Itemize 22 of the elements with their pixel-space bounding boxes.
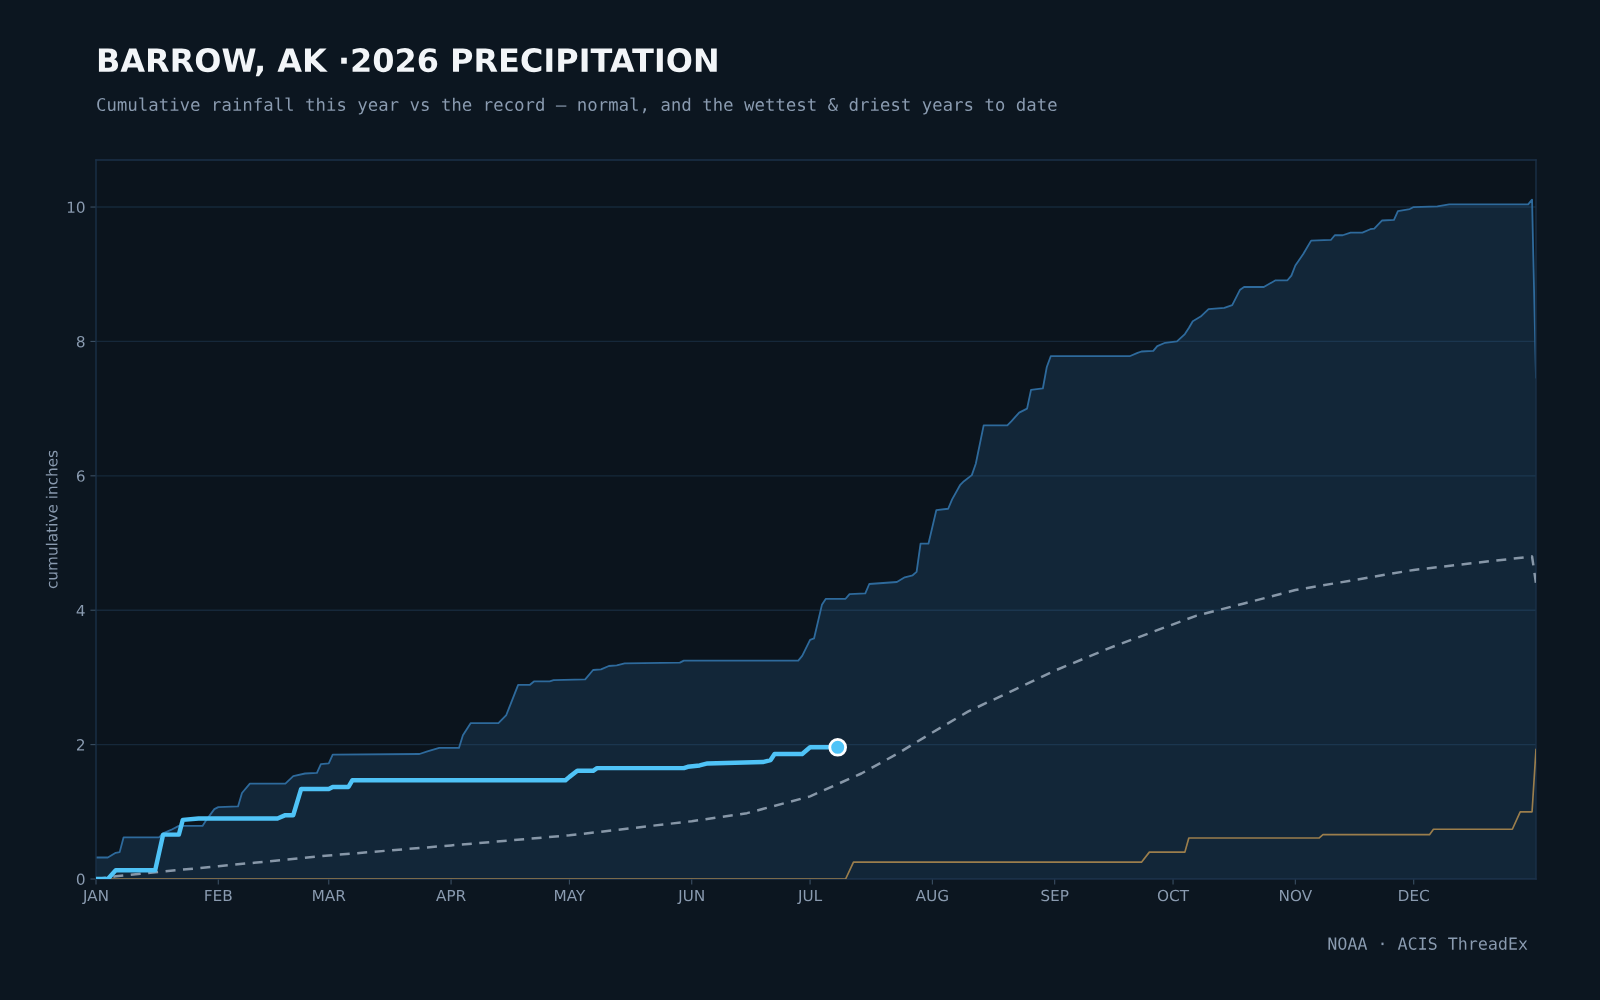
y-tick-label: 0 <box>76 873 85 886</box>
x-tick-label: MAR <box>313 889 346 902</box>
x-tick-label: JUN <box>677 889 704 905</box>
x-tick-label: JUL <box>797 889 823 905</box>
y-axis-title: cumulative inches <box>45 450 58 589</box>
x-tick-label: OCT <box>1157 889 1190 902</box>
x-tick-label: MAY <box>555 889 586 902</box>
y-tick-label: 6 <box>76 470 85 482</box>
y-tick-label: 10 <box>67 201 85 214</box>
x-tick-label: APR <box>436 889 466 902</box>
x-tick-label: NOV <box>1280 889 1313 902</box>
x-tick-label: FEB <box>205 889 232 902</box>
chart-subtitle: Cumulative rainfall this year vs the record — normal, and the wettest & driest years to date <box>97 97 1057 115</box>
x-tick-label: AUG <box>915 889 948 902</box>
x-tick-label: JAN <box>82 889 108 905</box>
y-tick-label: 4 <box>76 604 85 617</box>
y-tick-label: 2 <box>76 739 85 751</box>
y-tick-label: 8 <box>76 335 85 348</box>
x-tick-label: SEP <box>1041 889 1069 902</box>
text: NOAA · ACIS ThreadEx <box>1328 936 1528 950</box>
chart-title: BARROW, AK ·2026 PRECIPITATION <box>98 48 717 77</box>
x-tick-label: DEC <box>1399 889 1429 902</box>
